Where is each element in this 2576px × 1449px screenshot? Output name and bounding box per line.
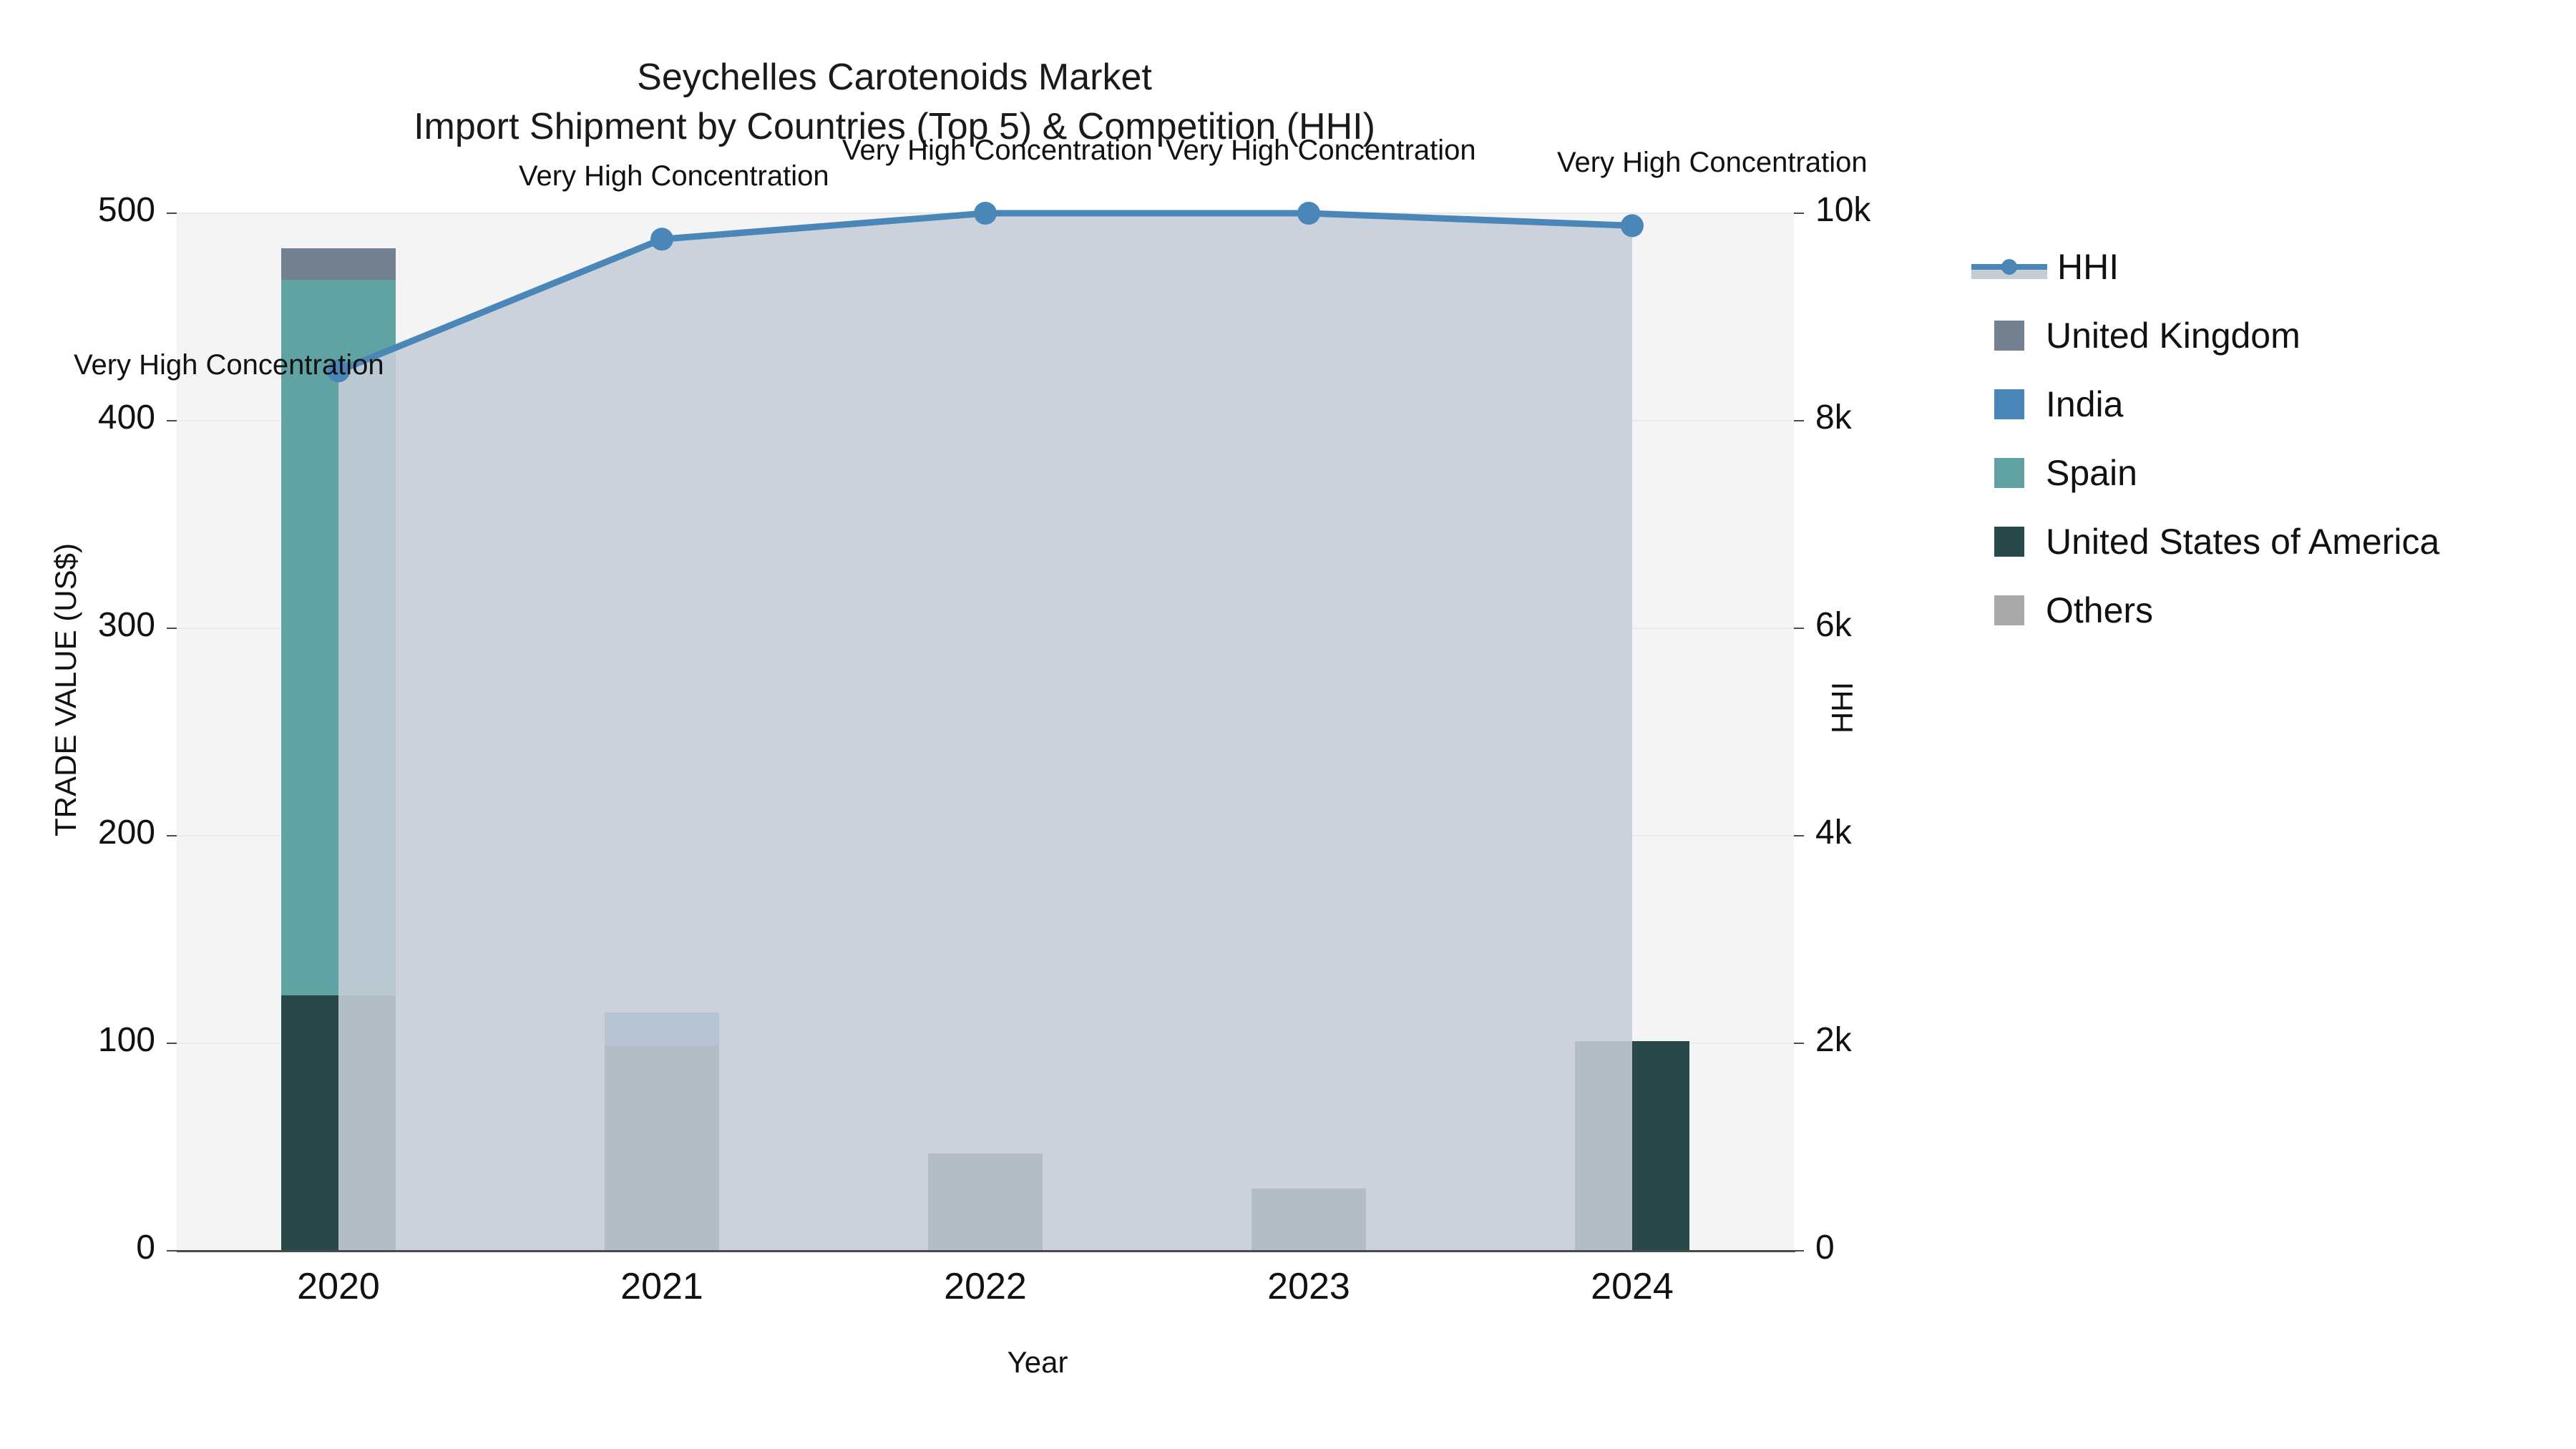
hhi-point-annotation: Very High Concentration: [1557, 147, 1868, 179]
x-axis-tick-label: 2020: [297, 1266, 380, 1307]
hhi-series-layer: [327, 202, 1644, 1251]
y-axis-left-label: TRADE VALUE (US$): [49, 543, 82, 836]
plot-area: Very High Concentration Very High Concent…: [74, 135, 1868, 1251]
y-axis-left-tick-label: 100: [97, 1021, 155, 1059]
legend-item-label: Spain: [2046, 453, 2137, 493]
y-axis-left-tick-label: 400: [97, 399, 155, 436]
hhi-data-point[interactable]: [1621, 214, 1644, 238]
chart-title-block: Seychelles Carotenoids Market Import Shi…: [0, 53, 1789, 151]
legend-color-swatch: [1994, 595, 2024, 625]
y-axis-right-tick-mark: [1794, 1043, 1804, 1044]
x-axis-tick-label: 2022: [944, 1266, 1027, 1307]
y-axis-right-tick-label: 2k: [1815, 1021, 1852, 1059]
y-axis-right-tick-mark: [1794, 213, 1804, 214]
x-axis-tick-label: 2023: [1267, 1266, 1350, 1307]
y-axis-right-tick-mark: [1794, 628, 1804, 629]
legend-color-swatch: [1994, 458, 2024, 488]
y-axis-right-tick-label: 4k: [1815, 814, 1852, 852]
legend-item-label: India: [2046, 384, 2124, 424]
chart-legend: HHI United Kingdom India Spain United States…: [1971, 233, 2544, 645]
legend-item[interactable]: United Kingdom: [1971, 301, 2544, 370]
hhi-point-annotation: Very High Concentration: [842, 135, 1153, 166]
legend-color-swatch: [1994, 321, 2024, 351]
legend-line-swatch: [1971, 252, 2047, 282]
y-axis-right-tick-label: 0: [1815, 1229, 1835, 1267]
y-axis-right-tick-label: 6k: [1815, 606, 1852, 644]
y-axis-left-tick-mark: [167, 213, 177, 214]
legend-item-label: United Kingdom: [2046, 316, 2301, 356]
legend-color-swatch: [1994, 527, 2024, 557]
x-axis-tick-label: 2024: [1591, 1266, 1674, 1307]
y-axis-right-tick-mark: [1794, 420, 1804, 421]
hhi-area-fill: [338, 213, 1632, 1251]
hhi-data-point[interactable]: [327, 359, 350, 383]
y-axis-left-tick-mark: [167, 628, 177, 629]
y-axis-left-tick-mark: [167, 420, 177, 421]
legend-item-label: Others: [2046, 590, 2154, 630]
chart-title: Seychelles Carotenoids Market: [637, 57, 1152, 98]
bar-segment[interactable]: [281, 248, 396, 280]
y-axis-right-tick-mark: [1794, 1250, 1804, 1252]
x-axis-line: [177, 1250, 1795, 1252]
legend-item[interactable]: Spain: [1971, 439, 2544, 507]
legend-color-swatch: [1994, 389, 2024, 419]
legend-item[interactable]: Others: [1971, 576, 2544, 645]
legend-item[interactable]: HHI: [1971, 233, 2544, 301]
legend-item-label: HHI: [2057, 247, 2119, 287]
legend-item-label: United States of America: [2046, 522, 2440, 562]
y-axis-right-label: HHI: [1825, 681, 1859, 734]
y-axis-right-tick-label: 10k: [1815, 191, 1871, 229]
legend-item[interactable]: India: [1971, 370, 2544, 439]
hhi-data-point[interactable]: [974, 202, 997, 225]
legend-item[interactable]: United States of America: [1971, 507, 2544, 576]
y-axis-left-tick-label: 0: [136, 1229, 155, 1267]
y-axis-left-tick-label: 300: [97, 606, 155, 644]
hhi-point-annotation: Very High Concentration: [1166, 135, 1476, 166]
y-axis-left-tick-label: 500: [97, 191, 155, 229]
y-axis-left-tick-mark: [167, 835, 177, 836]
chart-subtitle: Import Shipment by Countries (Top 5) & C…: [414, 105, 1375, 147]
y-axis-left-tick-mark: [167, 1250, 177, 1252]
hhi-point-annotation: Very High Concentration: [519, 160, 829, 192]
x-axis-tick-label: 2021: [620, 1266, 703, 1307]
legend-line-dot: [2001, 259, 2017, 275]
y-axis-right-tick-label: 8k: [1815, 399, 1852, 436]
hhi-data-point[interactable]: [1297, 202, 1320, 225]
y-axis-right-tick-mark: [1794, 835, 1804, 836]
y-axis-left-tick-mark: [167, 1043, 177, 1044]
y-axis-left-tick-label: 200: [97, 814, 155, 852]
hhi-data-point[interactable]: [650, 228, 673, 251]
x-axis-label: Year: [1007, 1345, 1068, 1379]
hhi-point-annotation: Very High Concentration: [74, 349, 384, 381]
